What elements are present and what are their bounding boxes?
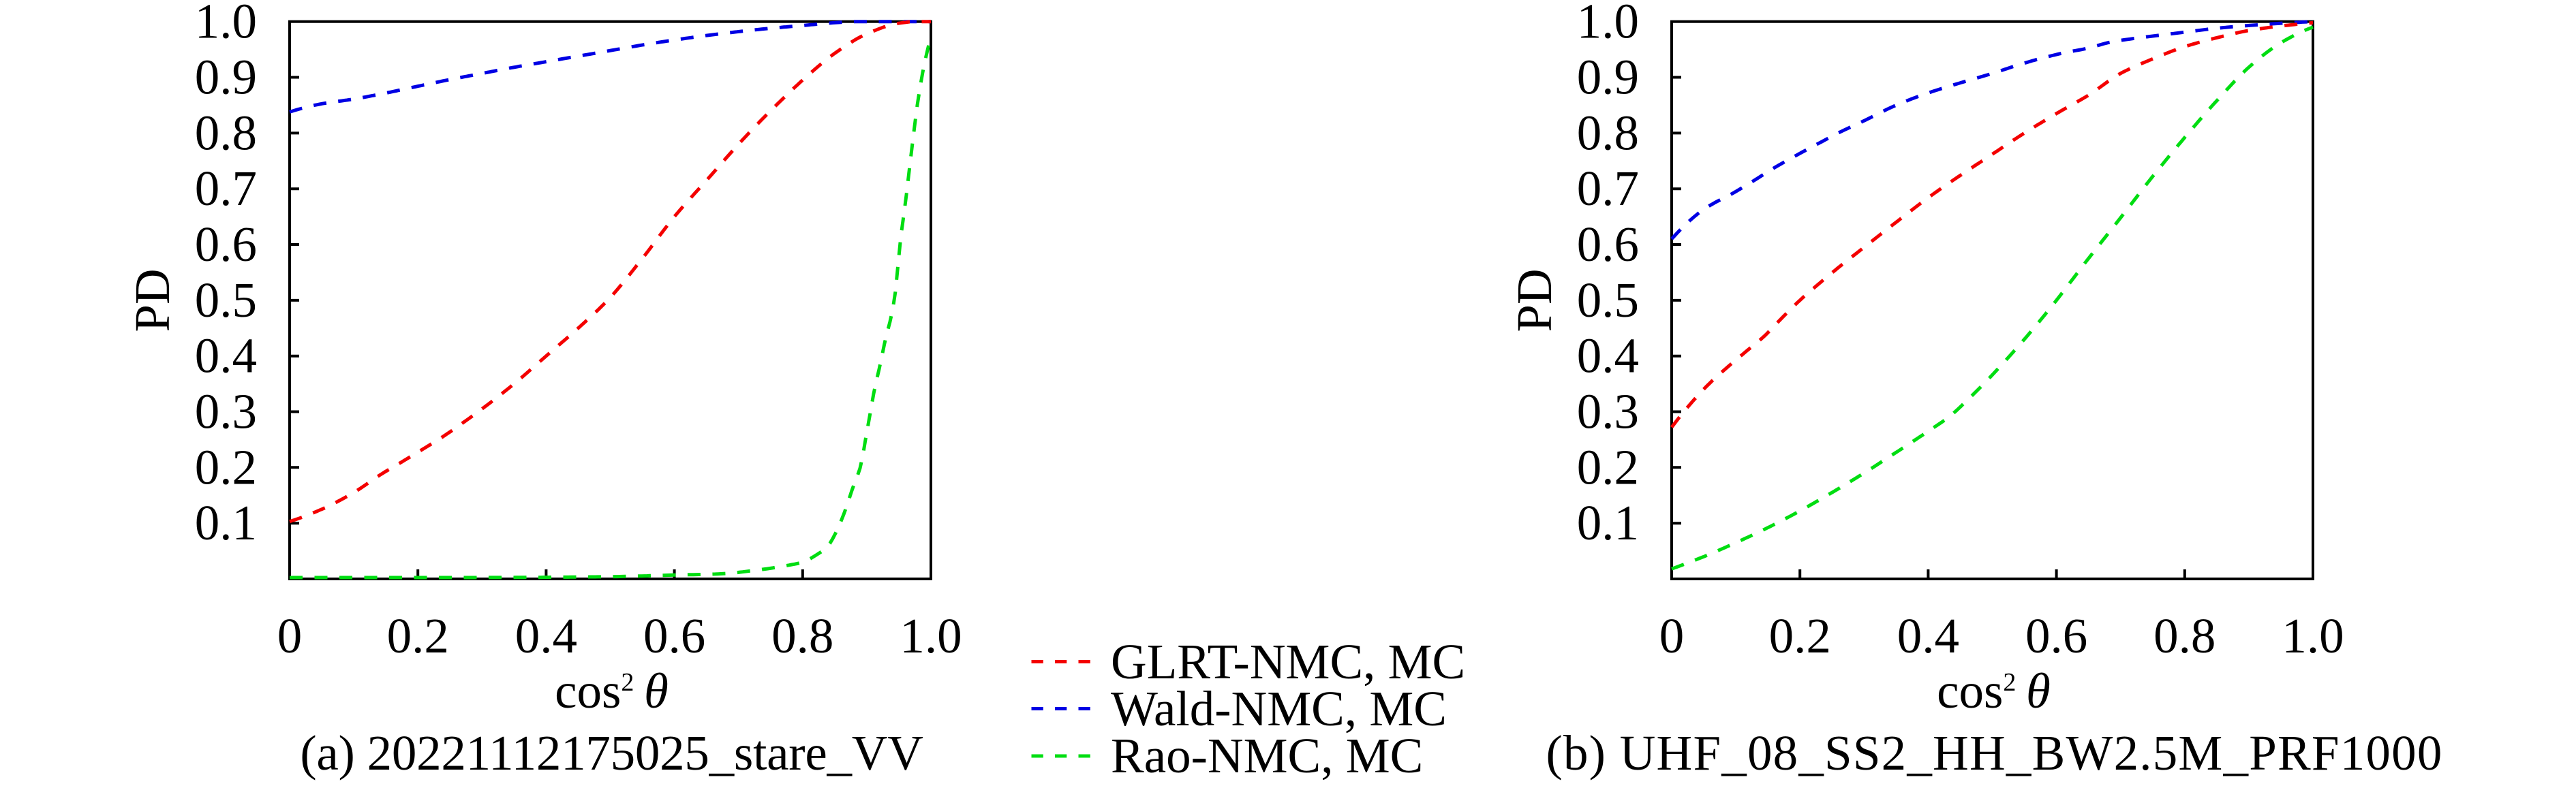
svg-text:PD: PD bbox=[1507, 268, 1562, 332]
svg-text:0.8: 0.8 bbox=[195, 105, 257, 160]
svg-text:0.6: 0.6 bbox=[643, 608, 705, 663]
svg-text:1.0: 1.0 bbox=[1577, 0, 1639, 49]
svg-text:cos2 θ: cos2 θ bbox=[1937, 663, 2051, 719]
svg-text:(b) UHF_08_SS2_HH_BW2.5M_PRF10: (b) UHF_08_SS2_HH_BW2.5M_PRF1000 bbox=[1546, 725, 2442, 781]
svg-text:0.9: 0.9 bbox=[195, 50, 257, 105]
svg-text:1.0: 1.0 bbox=[195, 0, 257, 49]
svg-text:0.2: 0.2 bbox=[1769, 608, 1831, 663]
svg-text:PD: PD bbox=[125, 268, 180, 332]
svg-text:0.8: 0.8 bbox=[2153, 608, 2215, 663]
svg-text:(a) 20221112175025_stare_VV: (a) 20221112175025_stare_VV bbox=[300, 725, 923, 781]
svg-text:0.4: 0.4 bbox=[1577, 328, 1639, 383]
svg-text:0.6: 0.6 bbox=[2025, 608, 2087, 663]
svg-text:1.0: 1.0 bbox=[900, 608, 962, 663]
svg-text:GLRT-NMC, MC: GLRT-NMC, MC bbox=[1111, 634, 1465, 689]
svg-text:0.5: 0.5 bbox=[195, 272, 257, 328]
svg-text:0.8: 0.8 bbox=[771, 608, 833, 663]
svg-text:0.1: 0.1 bbox=[195, 495, 257, 550]
svg-text:0.4: 0.4 bbox=[515, 608, 577, 663]
svg-text:0.7: 0.7 bbox=[195, 161, 257, 216]
svg-text:Wald-NMC, MC: Wald-NMC, MC bbox=[1111, 681, 1447, 736]
svg-text:1.0: 1.0 bbox=[2282, 608, 2344, 663]
svg-text:0.1: 0.1 bbox=[1577, 495, 1639, 550]
svg-text:cos2 θ: cos2 θ bbox=[555, 663, 669, 719]
svg-text:0.7: 0.7 bbox=[1577, 161, 1639, 216]
svg-text:0.2: 0.2 bbox=[387, 608, 449, 663]
svg-text:0.3: 0.3 bbox=[1577, 384, 1639, 439]
svg-text:0.3: 0.3 bbox=[195, 384, 257, 439]
svg-text:Rao-NMC, MC: Rao-NMC, MC bbox=[1111, 728, 1423, 783]
svg-text:0.2: 0.2 bbox=[1577, 439, 1639, 494]
svg-text:0.2: 0.2 bbox=[195, 439, 257, 494]
svg-text:0.9: 0.9 bbox=[1577, 50, 1639, 105]
svg-text:0.6: 0.6 bbox=[1577, 217, 1639, 272]
svg-text:0.4: 0.4 bbox=[1897, 608, 1959, 663]
svg-text:0: 0 bbox=[1659, 608, 1685, 663]
svg-text:0.4: 0.4 bbox=[195, 328, 257, 383]
svg-text:0.5: 0.5 bbox=[1577, 272, 1639, 328]
svg-text:0.8: 0.8 bbox=[1577, 105, 1639, 160]
svg-text:0.6: 0.6 bbox=[195, 217, 257, 272]
svg-text:0: 0 bbox=[277, 608, 303, 663]
